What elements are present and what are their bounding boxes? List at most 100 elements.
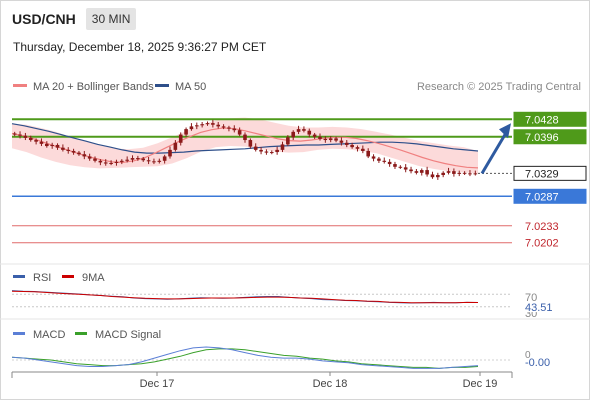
candle: [45, 143, 49, 147]
candle: [114, 161, 119, 163]
timestamp: Thursday, December 18, 2025 9:36:27 PM C…: [13, 40, 267, 54]
candle: [269, 152, 274, 154]
candle: [398, 166, 403, 168]
pivot-level-tag: [513, 188, 587, 204]
macd-value-label: -0.00: [525, 357, 550, 369]
rsi-legend-label: RSI: [33, 272, 51, 284]
candle: [168, 149, 172, 157]
candle: [34, 140, 38, 142]
candle: [162, 156, 167, 161]
candle: [98, 160, 103, 163]
candle: [216, 124, 221, 127]
candle: [125, 159, 129, 161]
current-level-label: 7.0329: [525, 168, 559, 180]
candle: [344, 142, 349, 145]
candle: [302, 129, 306, 131]
candle: [71, 150, 76, 153]
candle: [328, 138, 333, 141]
candle: [468, 173, 472, 175]
pivot-level-label: 7.0287: [525, 191, 559, 203]
rsi-ma-legend-swatch: [62, 275, 74, 278]
macd-line: [11, 346, 479, 369]
candle: [419, 170, 424, 173]
candle: [318, 136, 322, 139]
candle: [157, 160, 162, 162]
candle: [452, 171, 456, 174]
forecast-arrow-head: [499, 123, 511, 139]
candle: [152, 161, 156, 163]
candle: [259, 149, 263, 152]
ma20-legend-swatch: [13, 84, 27, 87]
candle: [291, 131, 296, 138]
candle: [414, 171, 419, 173]
resistance-level-label: 7.0428: [525, 114, 559, 126]
candle: [93, 158, 97, 161]
candle: [253, 146, 258, 150]
ma20-legend-label: MA 20 + Bollinger Bands: [33, 81, 154, 93]
candle: [120, 160, 124, 162]
candle: [130, 158, 135, 160]
candle: [200, 124, 204, 126]
candle: [184, 129, 188, 135]
candle: [441, 172, 445, 175]
candle: [194, 125, 199, 127]
candle: [12, 133, 17, 135]
rsi-value-label: 43.51: [525, 302, 553, 314]
candle: [387, 161, 392, 165]
current-level-tag: [513, 165, 587, 181]
candle: [275, 149, 279, 153]
x-tick-label: Dec 17: [140, 378, 175, 390]
candle: [66, 149, 71, 151]
rsi-legend-swatch: [13, 275, 25, 278]
resistance-level-label: 7.0396: [525, 132, 559, 144]
chart-header: USD/CNH 30 MIN: [12, 8, 137, 30]
candle: [409, 169, 413, 172]
candle: [366, 150, 370, 157]
candle: [334, 138, 338, 141]
macd-zero-label: 0: [525, 350, 531, 361]
candle: [205, 123, 210, 125]
candle: [82, 154, 87, 157]
rsi-ma-legend-label: 9MA: [82, 272, 105, 284]
macd-legend-swatch: [13, 332, 25, 335]
candle: [462, 172, 467, 174]
candle: [457, 172, 462, 174]
candle: [312, 134, 317, 137]
candle: [146, 160, 151, 162]
candle: [243, 134, 247, 141]
bollinger-band: [12, 117, 478, 174]
candle: [55, 144, 60, 148]
candle: [280, 144, 285, 150]
ma50-line: [11, 123, 479, 154]
candle: [173, 142, 178, 150]
candle: [355, 147, 360, 149]
candle: [87, 156, 92, 159]
candle: [136, 158, 140, 160]
x-tick-label: Dec 18: [313, 378, 348, 390]
candle: [211, 123, 215, 125]
candle: [323, 138, 328, 141]
candle: [237, 130, 242, 135]
interval-badge[interactable]: 30 MIN: [85, 8, 137, 30]
resistance-level-tag: [513, 111, 587, 127]
symbol-title: USD/CNH: [12, 11, 76, 27]
rsi-70-label: 70: [525, 292, 537, 304]
ma50-legend-label: MA 50: [175, 81, 206, 93]
candle: [109, 162, 113, 164]
x-tick-label: Dec 19: [463, 378, 498, 390]
candle: [28, 137, 33, 141]
candle: [227, 127, 231, 129]
macd-signal-line: [11, 348, 479, 369]
forecast-arrow-shaft: [480, 130, 509, 175]
candle: [23, 135, 28, 138]
candle: [296, 129, 301, 132]
candle: [248, 140, 253, 147]
candle: [350, 144, 354, 148]
candle: [446, 171, 451, 173]
candles-group: [12, 119, 478, 180]
candle: [393, 164, 397, 167]
candle: [377, 158, 381, 161]
candle: [39, 141, 44, 144]
copyright-label: Research © 2025 Trading Central: [417, 81, 581, 93]
support-level-label: 7.0233: [525, 221, 559, 233]
